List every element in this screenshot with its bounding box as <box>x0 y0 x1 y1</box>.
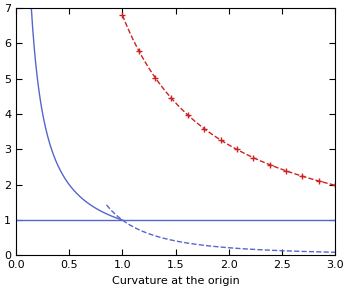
X-axis label: Curvature at the origin: Curvature at the origin <box>112 276 239 286</box>
